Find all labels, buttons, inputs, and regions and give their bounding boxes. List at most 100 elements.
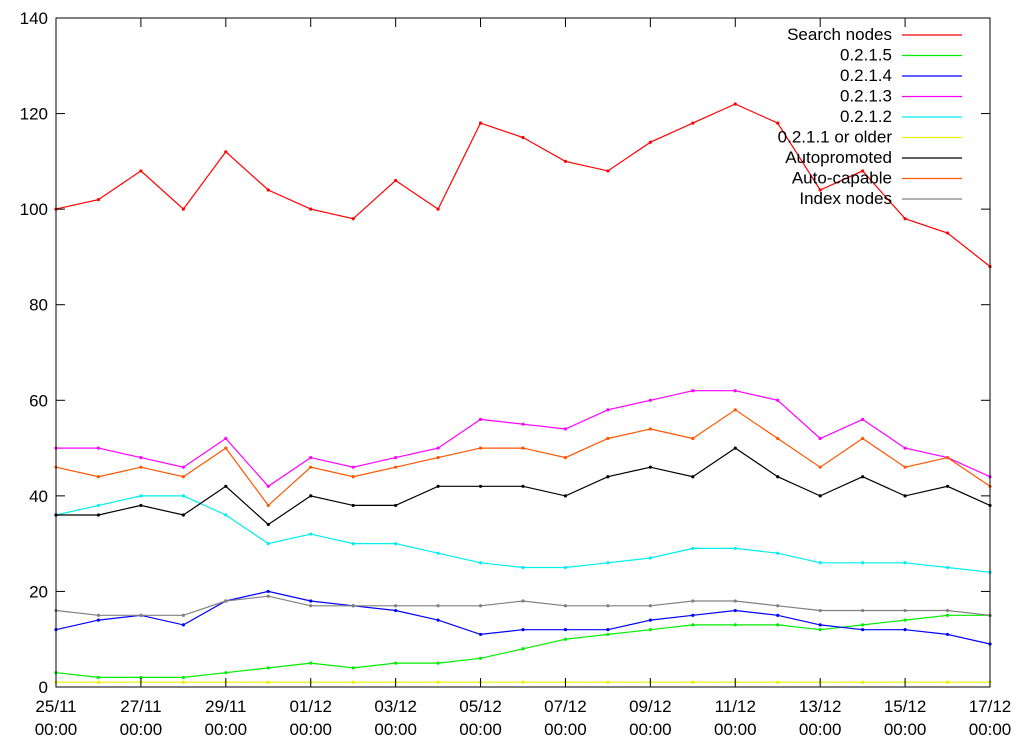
- data-point-0-2-1-2: [818, 561, 822, 565]
- x-tick-label-time: 00:00: [714, 720, 757, 739]
- data-point-autopromoted: [478, 484, 483, 488]
- data-point-index-nodes: [351, 604, 355, 608]
- data-point-auto-capable: [181, 475, 185, 479]
- x-tick-label-date: 27/11: [120, 697, 161, 716]
- data-point-auto-capable: [478, 446, 483, 450]
- series-line-0-2-1-5: [55, 614, 990, 679]
- x-tick-label-time: 00:00: [884, 720, 927, 739]
- data-point-0-2-1-4: [818, 623, 822, 627]
- data-point-0-2-1-3: [436, 446, 440, 450]
- data-point-0-2-1-3: [733, 389, 737, 393]
- data-point-index-nodes: [478, 604, 483, 608]
- data-point-0-2-1-3: [224, 436, 228, 441]
- data-point-0-2-1-3: [309, 456, 313, 460]
- data-point-0-2-1-5: [818, 628, 822, 632]
- data-point-autopromoted: [181, 513, 185, 517]
- data-point-index-nodes: [309, 604, 313, 608]
- data-point-0-2-1-2: [606, 561, 610, 565]
- data-point-index-nodes: [96, 613, 101, 617]
- data-point-auto-capable: [648, 427, 652, 431]
- data-point-0-2-1-3: [776, 398, 780, 402]
- axis-layer: 0 20 40 60 80 100 120 140 25/11 00:00 27/11 00:00 29…: [20, 9, 1012, 739]
- data-point-0-2-1-2: [733, 546, 737, 551]
- data-point-0-2-1-1-or-older: [436, 680, 440, 684]
- data-point-0-2-1-3: [96, 446, 101, 450]
- y-tick-label: 100: [20, 200, 48, 219]
- data-point-0-2-1-4: [648, 618, 652, 622]
- data-point-autopromoted: [945, 484, 950, 488]
- data-point-index-nodes: [903, 608, 907, 613]
- data-point-0-2-1-1-or-older: [266, 680, 270, 684]
- data-point-search-nodes: [266, 188, 270, 192]
- data-point-autopromoted: [861, 475, 865, 479]
- x-tick-label-date: 17/12: [969, 697, 1012, 716]
- data-point-search-nodes: [606, 169, 610, 173]
- data-point-0-2-1-4: [478, 632, 483, 637]
- data-point-0-2-1-2: [436, 551, 440, 555]
- data-point-autopromoted: [224, 484, 228, 488]
- data-point-search-nodes: [648, 140, 652, 144]
- x-tick-label-time: 00:00: [969, 720, 1012, 739]
- data-point-0-2-1-3: [903, 446, 907, 450]
- data-point-search-nodes: [394, 178, 398, 183]
- data-point-0-2-1-1-or-older: [861, 680, 865, 684]
- data-point-0-2-1-5: [351, 666, 355, 670]
- data-point-0-2-1-2: [478, 561, 483, 565]
- data-point-index-nodes: [691, 599, 695, 603]
- data-point-autopromoted: [394, 503, 398, 508]
- data-point-index-nodes: [394, 604, 398, 608]
- data-point-auto-capable: [436, 456, 440, 460]
- data-point-index-nodes: [181, 613, 185, 617]
- data-point-auto-capable: [563, 456, 568, 460]
- legend-label: Autopromoted: [785, 148, 892, 167]
- data-point-0-2-1-5: [309, 661, 313, 665]
- data-point-autopromoted: [436, 484, 440, 488]
- data-point-0-2-1-3: [181, 465, 185, 469]
- data-point-0-2-1-4: [436, 618, 440, 622]
- y-tick-label: 120: [20, 105, 48, 124]
- data-point-0-2-1-4: [96, 618, 101, 622]
- data-point-index-nodes: [563, 604, 568, 608]
- data-point-index-nodes: [521, 599, 525, 603]
- data-point-0-2-1-1-or-older: [351, 680, 355, 684]
- data-point-auto-capable: [351, 475, 355, 479]
- data-point-search-nodes: [818, 188, 822, 192]
- data-point-autopromoted: [903, 494, 907, 498]
- legend-label: Auto-capable: [792, 169, 892, 188]
- x-tick-label-time: 00:00: [120, 720, 163, 739]
- data-point-0-2-1-5: [861, 623, 865, 627]
- data-point-0-2-1-2: [139, 494, 143, 498]
- data-point-0-2-1-4: [861, 628, 865, 632]
- data-point-0-2-1-1-or-older: [96, 680, 101, 684]
- data-point-0-2-1-1-or-older: [691, 680, 695, 684]
- data-point-0-2-1-2: [266, 542, 270, 546]
- data-point-0-2-1-5: [521, 647, 525, 651]
- data-point-0-2-1-5: [945, 613, 950, 617]
- data-point-autopromoted: [351, 503, 355, 508]
- data-point-0-2-1-1-or-older: [181, 680, 185, 684]
- data-point-search-nodes: [139, 169, 143, 173]
- data-point-0-2-1-5: [691, 623, 695, 627]
- x-tick-label-date: 29/11: [205, 697, 246, 716]
- y-tick-label: 20: [29, 582, 48, 601]
- data-point-autopromoted: [139, 503, 143, 508]
- x-tick-label-time: 00:00: [459, 720, 502, 739]
- data-point-0-2-1-2: [648, 556, 652, 560]
- x-tick-label-time: 00:00: [629, 720, 672, 739]
- data-point-0-2-1-4: [266, 589, 270, 594]
- data-point-search-nodes: [776, 121, 780, 125]
- data-point-0-2-1-2: [776, 551, 780, 555]
- x-tick-label-time: 00:00: [374, 720, 417, 739]
- data-point-auto-capable: [394, 465, 398, 469]
- data-point-search-nodes: [309, 207, 313, 211]
- legend-label: 0.2.1.5: [840, 46, 892, 65]
- data-point-index-nodes: [648, 604, 652, 608]
- y-tick-label: 0: [39, 678, 48, 697]
- data-point-0-2-1-4: [776, 613, 780, 617]
- y-tick-label: 80: [29, 296, 48, 315]
- data-point-0-2-1-5: [224, 671, 228, 675]
- data-point-auto-capable: [266, 503, 270, 508]
- data-point-autopromoted: [563, 494, 568, 498]
- data-point-auto-capable: [945, 456, 950, 460]
- legend-label: 0.2.1.1 or older: [778, 128, 893, 147]
